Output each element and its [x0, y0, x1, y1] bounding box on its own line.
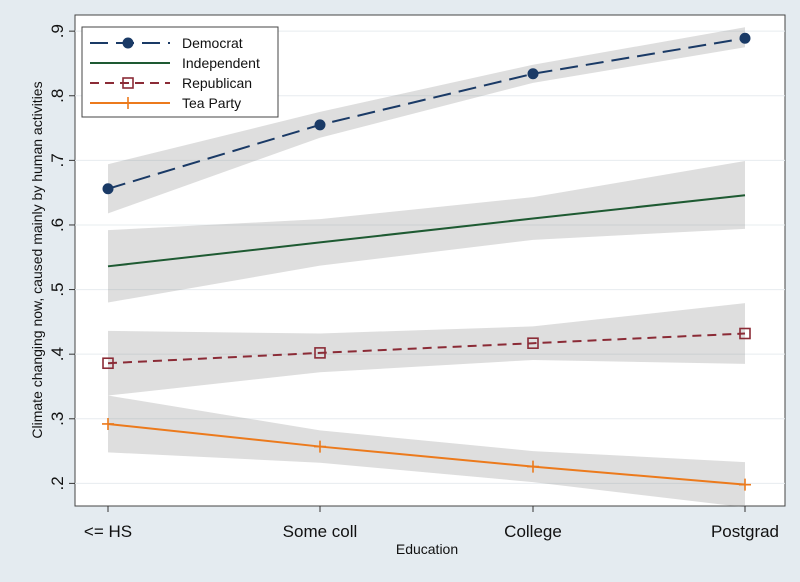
data-point-democrat [314, 119, 326, 131]
data-point-republican [314, 347, 326, 359]
series-line-republican [107, 332, 746, 365]
ci-band-republican [108, 303, 745, 396]
data-point-tea-party [102, 417, 114, 430]
confidence-bands [108, 27, 745, 508]
data-point-republican [739, 327, 751, 340]
ci-band-tea-party [108, 395, 745, 508]
y-tick-label: .2 [48, 476, 67, 490]
y-tick-label: .3 [48, 412, 67, 426]
data-point-democrat [102, 183, 114, 195]
x-tick-label: Some coll [283, 522, 358, 541]
y-tick-label: .8 [48, 89, 67, 103]
legend-label-republican: Republican [182, 75, 252, 91]
series-lines [107, 37, 746, 486]
data-point-republican [527, 337, 539, 349]
series-line-tea-party [107, 422, 746, 486]
y-axis-title: Climate changing now, caused mainly by h… [29, 81, 45, 438]
y-tick-label: .9 [48, 24, 67, 38]
data-point-tea-party [527, 460, 539, 473]
data-point-republican [102, 357, 114, 370]
data-point-democrat [739, 32, 751, 44]
legend-label-tea-party: Tea Party [182, 95, 241, 111]
y-tick-label: .5 [48, 282, 67, 296]
y-tick-label: .4 [48, 347, 67, 361]
series-markers [102, 32, 751, 491]
ci-band-independent [108, 161, 745, 303]
x-tick-label: <= HS [84, 522, 132, 541]
data-point-tea-party [739, 478, 751, 491]
data-point-tea-party [314, 440, 326, 453]
y-tick-label: .7 [48, 153, 67, 167]
y-tick-label: .6 [48, 218, 67, 232]
axes: .2 .3 .4 .5 .6 .7 .8 .9 <= HS Some coll College Pos… [48, 24, 779, 541]
x-tick-label: College [504, 522, 562, 541]
legend-marker-republican [122, 77, 134, 89]
data-point-democrat [527, 68, 539, 80]
legend-label-independent: Independent [182, 55, 260, 71]
x-axis-title: Education [396, 541, 458, 557]
legend: Democrat Independent Republican Tea Party [81, 26, 279, 118]
x-tick-label: Postgrad [711, 522, 779, 541]
ci-band-democrat [108, 27, 745, 214]
legend-marker-tea-party [122, 97, 134, 109]
legend-marker-democrat [122, 37, 134, 49]
series-line-independent [107, 194, 746, 268]
series-line-democrat [107, 37, 746, 190]
legend-label-democrat: Democrat [182, 35, 243, 51]
